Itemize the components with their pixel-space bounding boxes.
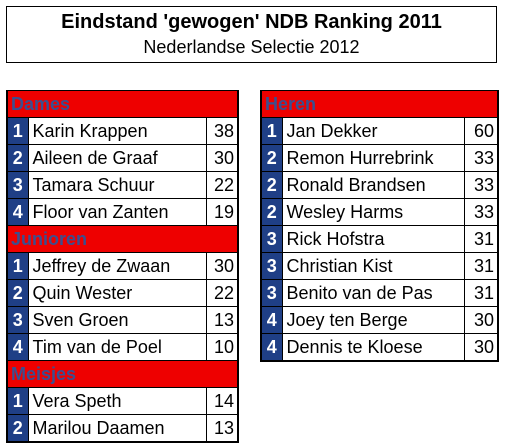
score-cell: 33 xyxy=(463,171,500,199)
rank-cell: 4 xyxy=(260,333,283,362)
name-cell: Jan Dekker xyxy=(281,117,465,145)
name-cell: Vera Speth xyxy=(27,387,207,415)
section-header-row: Junioren xyxy=(5,225,240,253)
table-row: 4 Joey ten Berge 30 xyxy=(260,306,500,334)
table-row: 3 Sven Groen 13 xyxy=(6,306,240,334)
name-cell: Sven Groen xyxy=(27,306,207,334)
name-cell: Floor van Zanten xyxy=(27,198,207,226)
table-row: 3 Benito van de Pas 31 xyxy=(260,279,500,307)
table-row: 1 Jan Dekker 60 xyxy=(260,117,500,145)
table-row: 2 Aileen de Graaf 30 xyxy=(6,144,240,172)
table-row: 4 Dennis te Kloese 30 xyxy=(260,333,500,362)
score-cell: 30 xyxy=(463,306,500,334)
rank-cell: 4 xyxy=(6,333,29,361)
name-cell: Jeffrey de Zwaan xyxy=(27,252,207,280)
name-cell: Benito van de Pas xyxy=(281,279,465,307)
score-cell: 13 xyxy=(205,414,240,443)
rank-cell: 4 xyxy=(6,198,29,226)
score-cell: 30 xyxy=(205,252,240,280)
table-row: 2 Wesley Harms 33 xyxy=(260,198,500,226)
name-cell: Aileen de Graaf xyxy=(27,144,207,172)
section-header-row: Dames xyxy=(5,90,240,118)
table-row: 2 Quin Wester 22 xyxy=(6,279,240,307)
rank-cell: 2 xyxy=(6,144,29,172)
name-cell: Ronald Brandsen xyxy=(281,171,465,199)
rank-cell: 2 xyxy=(6,414,29,443)
section-header: Meisjes xyxy=(5,360,240,388)
table-row: 3 Tamara Schuur 22 xyxy=(6,171,240,199)
score-cell: 30 xyxy=(463,333,500,362)
table-row: 2 Ronald Brandsen 33 xyxy=(260,171,500,199)
table-row: 1 Vera Speth 14 xyxy=(6,387,240,415)
name-cell: Tamara Schuur xyxy=(27,171,207,199)
name-cell: Remon Hurrebrink xyxy=(281,144,465,172)
rank-cell: 3 xyxy=(260,279,283,307)
name-cell: Tim van de Poel xyxy=(27,333,207,361)
section-header: Heren xyxy=(259,90,500,118)
score-cell: 13 xyxy=(205,306,240,334)
rank-cell: 2 xyxy=(260,144,283,172)
score-cell: 38 xyxy=(205,117,240,145)
score-cell: 22 xyxy=(205,171,240,199)
rank-cell: 3 xyxy=(260,252,283,280)
score-cell: 14 xyxy=(205,387,240,415)
name-cell: Quin Wester xyxy=(27,279,207,307)
section-header-row: Meisjes xyxy=(5,360,240,388)
score-cell: 31 xyxy=(463,225,500,253)
rank-cell: 1 xyxy=(6,387,29,415)
score-cell: 30 xyxy=(205,144,240,172)
left-ranking-table: Dames 1 Karin Krappen 38 2 Aileen de Graaf 30 3… xyxy=(5,90,240,443)
score-cell: 31 xyxy=(463,252,500,280)
right-ranking-table: Heren 1 Jan Dekker 60 2 Remon Hurrebrink 33 2 Ro… xyxy=(259,90,500,362)
name-cell: Karin Krappen xyxy=(27,117,207,145)
name-cell: Wesley Harms xyxy=(281,198,465,226)
table-row: 3 Christian Kist 31 xyxy=(260,252,500,280)
score-cell: 33 xyxy=(463,198,500,226)
section-header-row: Heren xyxy=(259,90,500,118)
rank-cell: 3 xyxy=(6,306,29,334)
rank-cell: 1 xyxy=(6,117,29,145)
rank-cell: 4 xyxy=(260,306,283,334)
rank-cell: 3 xyxy=(260,225,283,253)
table-row: 1 Jeffrey de Zwaan 30 xyxy=(6,252,240,280)
rank-cell: 1 xyxy=(260,117,283,145)
score-cell: 19 xyxy=(205,198,240,226)
score-cell: 31 xyxy=(463,279,500,307)
table-row: 1 Karin Krappen 38 xyxy=(6,117,240,145)
rank-cell: 2 xyxy=(260,198,283,226)
table-row: 4 Tim van de Poel 10 xyxy=(6,333,240,361)
rank-cell: 2 xyxy=(6,279,29,307)
score-cell: 22 xyxy=(205,279,240,307)
table-row: 2 Marilou Daamen 13 xyxy=(6,414,240,443)
name-cell: Christian Kist xyxy=(281,252,465,280)
table-row: 2 Remon Hurrebrink 33 xyxy=(260,144,500,172)
page-title: Eindstand 'gewogen' NDB Ranking 2011 xyxy=(61,11,442,33)
page-subtitle: Nederlandse Selectie 2012 xyxy=(143,37,360,57)
rank-cell: 1 xyxy=(6,252,29,280)
score-cell: 60 xyxy=(463,117,500,145)
table-row: 3 Rick Hofstra 31 xyxy=(260,225,500,253)
section-header: Junioren xyxy=(5,225,240,253)
name-cell: Marilou Daamen xyxy=(27,414,207,443)
title-box: Eindstand 'gewogen' NDB Ranking 2011 Ned… xyxy=(6,6,497,63)
name-cell: Dennis te Kloese xyxy=(281,333,465,362)
rank-cell: 2 xyxy=(260,171,283,199)
name-cell: Rick Hofstra xyxy=(281,225,465,253)
score-cell: 10 xyxy=(205,333,240,361)
section-header: Dames xyxy=(5,90,240,118)
name-cell: Joey ten Berge xyxy=(281,306,465,334)
score-cell: 33 xyxy=(463,144,500,172)
table-row: 4 Floor van Zanten 19 xyxy=(6,198,240,226)
rank-cell: 3 xyxy=(6,171,29,199)
